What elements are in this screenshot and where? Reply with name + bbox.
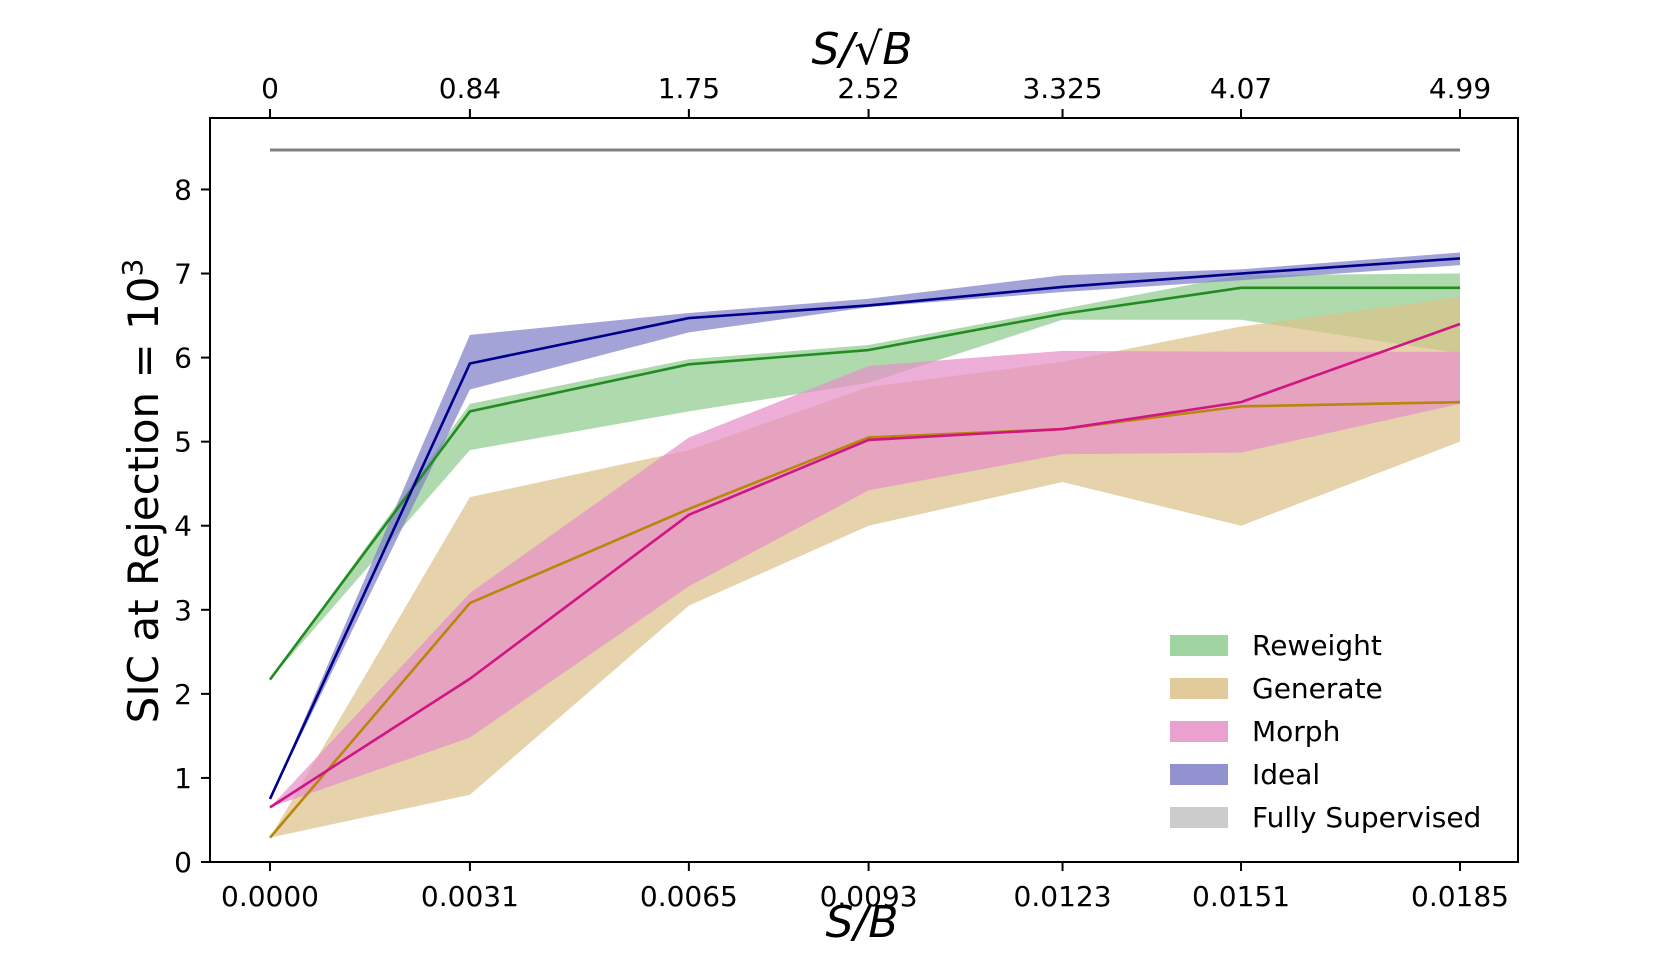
top-tick-label: 3.325: [1022, 72, 1102, 105]
legend: Reweight Generate Morph Ideal Fully Supervis…: [1170, 629, 1481, 834]
axes: 0.0000 0.0031 0.0065 0.0093 0.0123 0.0151 0.01…: [174, 72, 1509, 913]
legend-swatch-ideal: [1170, 764, 1228, 785]
y-tick-label: 2: [174, 678, 192, 711]
x-tick-label: 0.0000: [221, 880, 319, 913]
top-tick-label: 4.99: [1429, 72, 1491, 105]
confidence-bands: [270, 252, 1460, 838]
legend-label-morph: Morph: [1252, 715, 1340, 748]
plot-frame: [209, 117, 1519, 863]
legend-label-fully-supervised: Fully Supervised: [1252, 801, 1481, 834]
y-tick-label: 3: [174, 594, 192, 627]
x-tick-label: 0.0185: [1411, 880, 1509, 913]
legend-swatch-fully-supervised: [1170, 807, 1228, 828]
line-reweight: [268, 286, 1460, 681]
line-generate: [269, 400, 1461, 839]
line-ideal: [268, 257, 1461, 800]
top-tick-label: 0: [261, 72, 279, 105]
y-tick-label: 1: [174, 762, 192, 795]
top-axis-title: S/√B: [812, 24, 913, 75]
x-tick-label: 0.0093: [820, 880, 918, 913]
y-axis-title: SIC at Rejection = 103: [116, 259, 168, 724]
legend-label-ideal: Ideal: [1252, 758, 1320, 791]
series-lines: [268, 148, 1461, 839]
legend-swatch-generate: [1170, 678, 1228, 699]
y-tick-label: 8: [174, 173, 192, 206]
legend-swatch-morph: [1170, 721, 1228, 742]
top-tick-label: 2.52: [837, 72, 899, 105]
top-tick-label: 1.75: [658, 72, 720, 105]
y-tick-label: 7: [174, 258, 192, 291]
top-tick-label: 0.84: [439, 72, 501, 105]
legend-label-generate: Generate: [1252, 672, 1383, 705]
x-tick-label: 0.0151: [1192, 880, 1290, 913]
y-axis-title-exponent: 3: [116, 259, 149, 277]
x-tick-label: 0.0123: [1014, 880, 1112, 913]
x-tick-label: 0.0031: [421, 880, 519, 913]
line-morph: [269, 322, 1461, 809]
y-tick-label: 5: [174, 426, 192, 459]
x-tick-label: 0.0065: [640, 880, 738, 913]
y-tick-label: 6: [174, 342, 192, 375]
y-axis-title-text: SIC at Rejection = 10: [119, 277, 168, 724]
legend-swatch-reweight: [1170, 635, 1228, 656]
legend-label-reweight: Reweight: [1252, 629, 1382, 662]
y-tick-label: 4: [174, 510, 192, 543]
y-tick-label: 0: [174, 846, 192, 879]
top-tick-label: 4.07: [1210, 72, 1272, 105]
x-axis-title: S/B: [826, 897, 899, 948]
